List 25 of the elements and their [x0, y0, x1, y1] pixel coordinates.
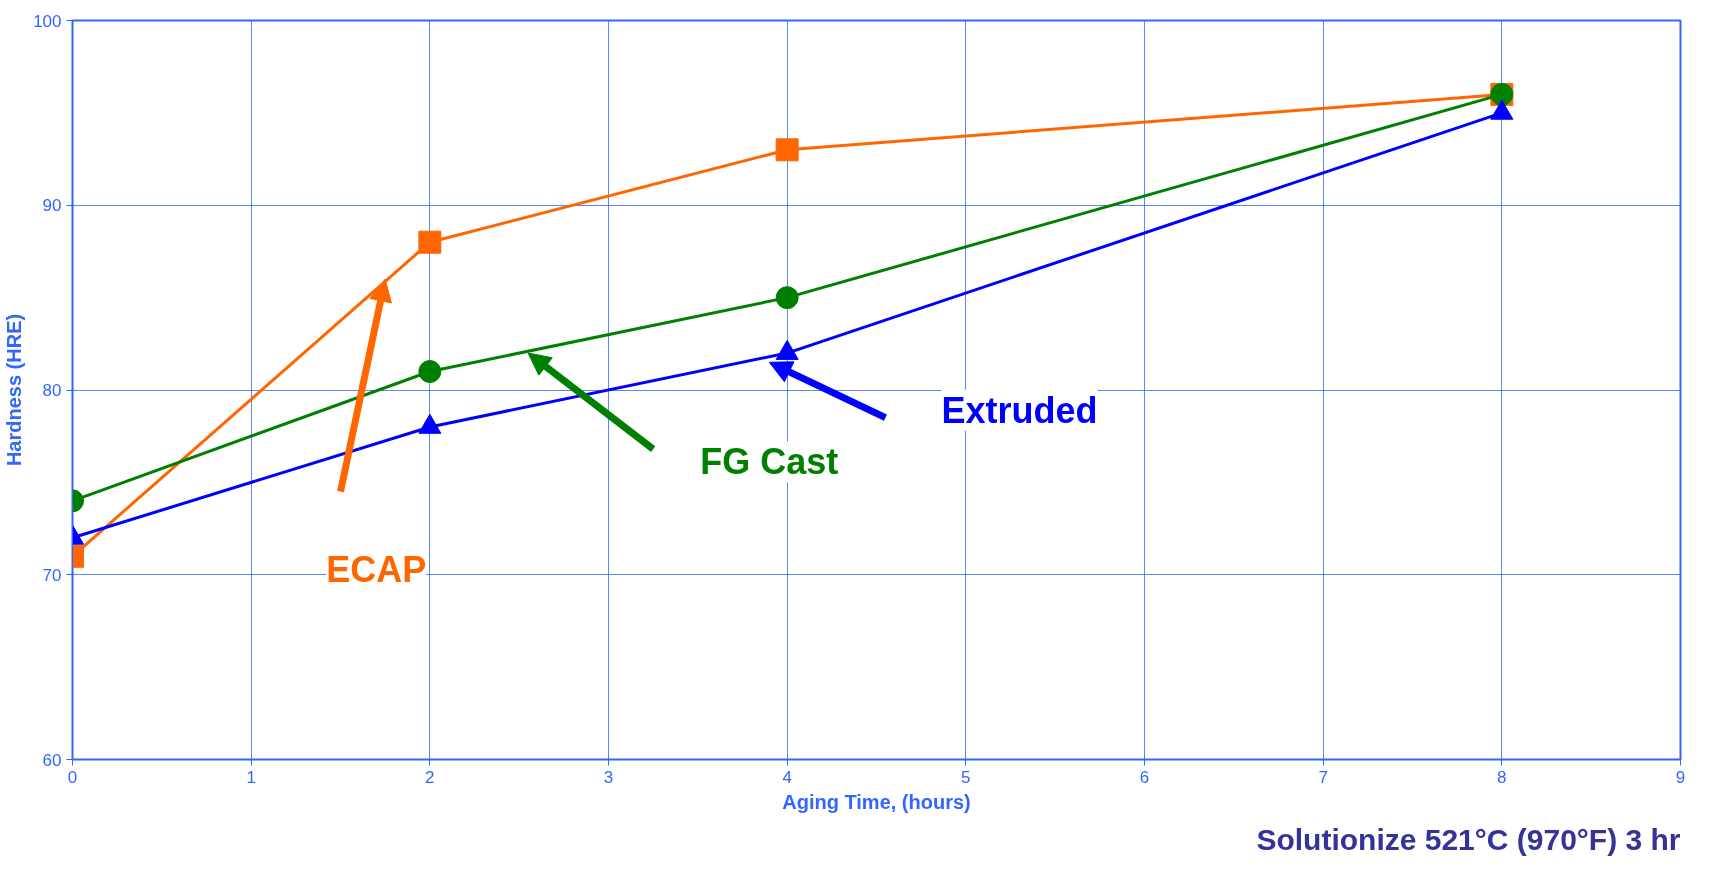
x-tick-label: 8	[1497, 767, 1507, 787]
y-tick-label: 60	[42, 750, 62, 770]
x-tick-label: 4	[782, 767, 792, 787]
x-axis-title: Aging Time, (hours)	[782, 790, 971, 813]
point	[418, 230, 442, 254]
x-tick-label: 1	[246, 767, 256, 787]
annotation: ECAP	[326, 548, 427, 590]
annotation: Extruded	[941, 389, 1098, 431]
point	[418, 360, 442, 383]
y-axis-title: Hardness (HRE)	[3, 313, 26, 467]
y-tick-label: 70	[42, 565, 62, 585]
x-tick-label: 9	[1675, 767, 1686, 787]
x-tick-label: 6	[1139, 767, 1150, 787]
y-tick-label: 100	[33, 11, 62, 31]
annotation: FG Cast	[700, 441, 839, 483]
point	[775, 286, 799, 310]
x-tick-label: 7	[1318, 767, 1328, 787]
y-tick-label: 80	[42, 381, 62, 400]
point	[775, 138, 799, 162]
x-tick-label: 0	[67, 767, 78, 787]
x-tick-label: 2	[425, 767, 435, 787]
text: Solutionize 521°C (970°F) 3 hr	[1256, 822, 1681, 856]
x-tick-label: 3	[603, 767, 614, 787]
y-tick-label: 90	[42, 196, 62, 216]
x-tick-label: 5	[961, 767, 971, 787]
